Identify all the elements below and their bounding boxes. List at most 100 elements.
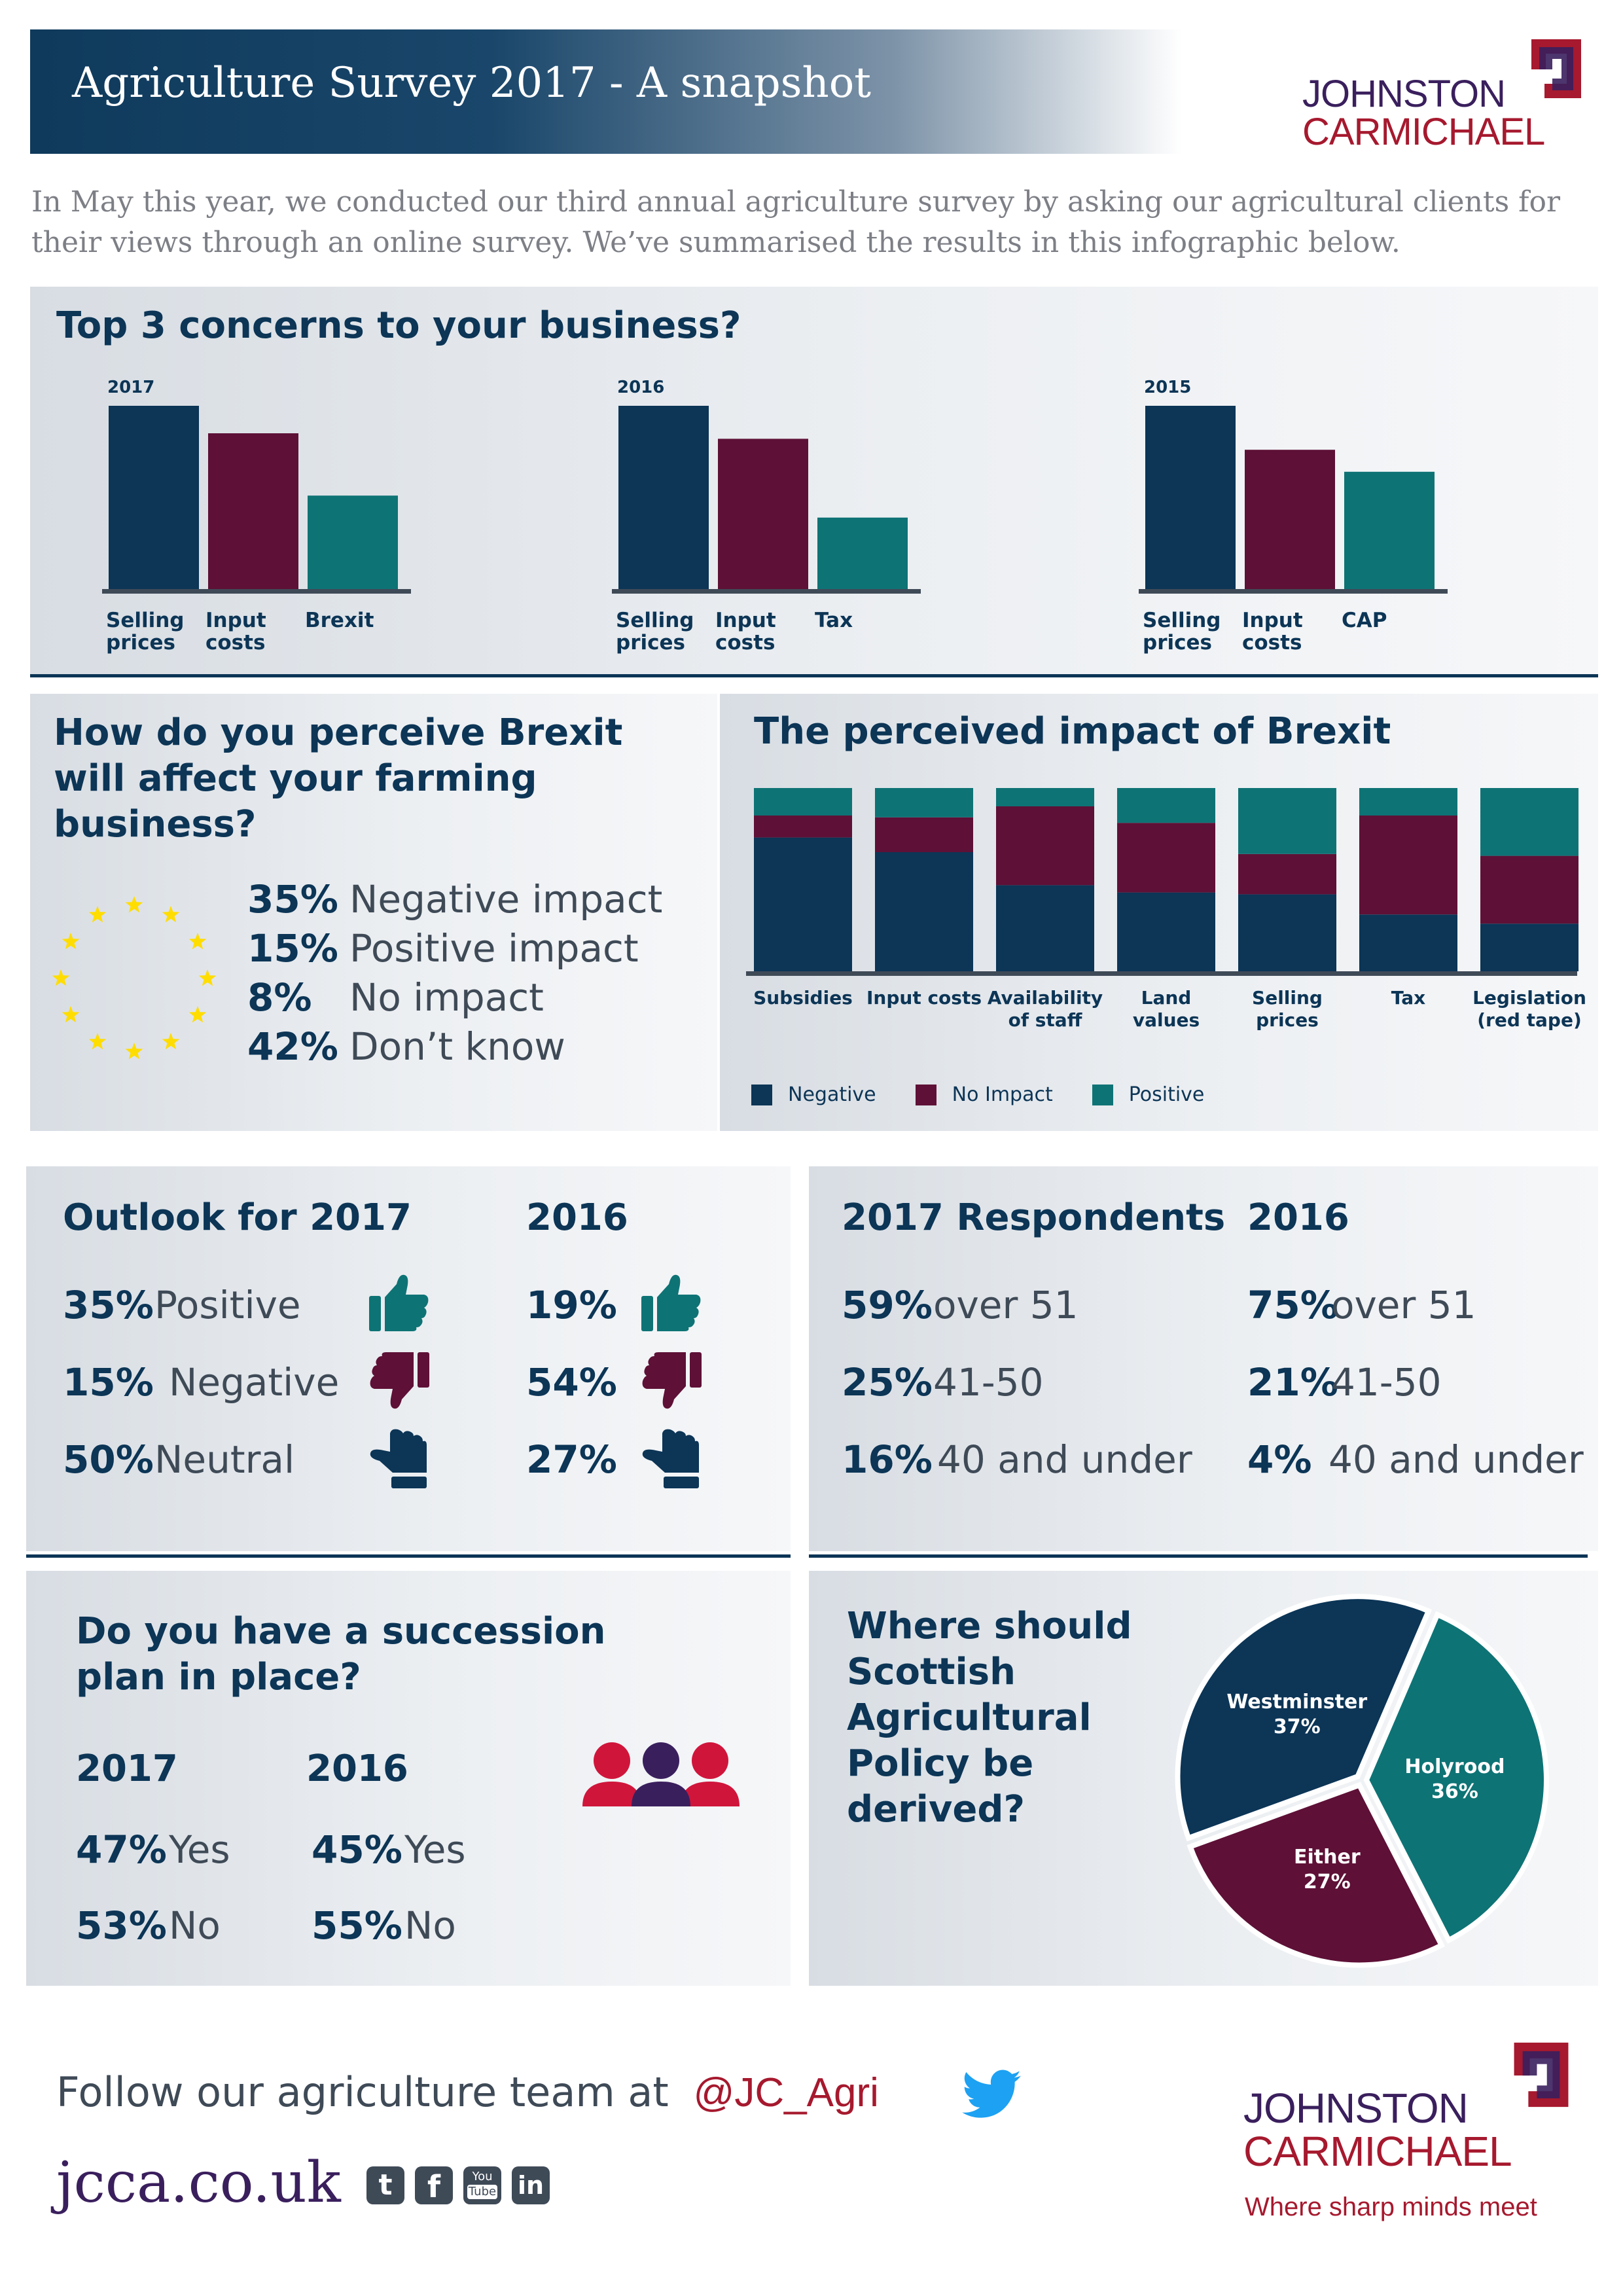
brexit-impact-segment xyxy=(1238,788,1336,854)
brexit-perception-pct: 42% xyxy=(247,1024,338,1069)
concerns-category-label: Input costs xyxy=(205,609,266,655)
twitter-handle-link[interactable]: @JC_Agri xyxy=(693,2070,879,2115)
eu-star-icon xyxy=(198,969,217,986)
youtube-tube-text: Tube xyxy=(467,2185,497,2199)
brexit-impact-baseline xyxy=(746,971,1577,976)
pie-slice-label: Either xyxy=(1294,1846,1361,1869)
brexit-impact-category-label: Land values xyxy=(1133,987,1200,1031)
thumbs-down-icon xyxy=(366,1347,432,1415)
brexit-impact-segment xyxy=(754,837,852,971)
footer-tagline: Where sharp minds meet xyxy=(1245,2193,1537,2221)
outlook-2017-pct: 50% xyxy=(63,1437,154,1482)
facebook-icon[interactable]: f xyxy=(415,2166,453,2204)
brexit-impact-segment xyxy=(1117,892,1215,971)
brexit-perception-label: No impact xyxy=(349,975,544,1020)
logo-text-johnston: JOHNSTON xyxy=(1302,73,1506,115)
respondents-2016-label: 41-50 xyxy=(1331,1360,1442,1405)
brexit-impact-segment xyxy=(1480,855,1578,924)
concerns-baseline xyxy=(102,589,411,594)
brexit-perception-panel xyxy=(30,694,717,1131)
brexit-perception-title: How do you perceive Brexit will affect y… xyxy=(54,711,623,846)
outlook-title-2017: Outlook for 2017 xyxy=(63,1196,412,1239)
brexit-impact-chart: Subsidies Input costs Availability of staff… xyxy=(746,788,1586,1031)
outlook-2017-pct: 35% xyxy=(63,1283,154,1327)
eu-star-icon xyxy=(88,1032,107,1050)
concerns-bar xyxy=(308,495,398,589)
succession-2016-label: Yes xyxy=(404,1827,466,1872)
brexit-impact-category-label: Input costs xyxy=(866,987,982,1009)
thumbs-up-icon xyxy=(641,1274,701,1331)
succession-2017-label: No xyxy=(169,1903,221,1948)
eu-star-icon xyxy=(62,1006,80,1023)
brexit-impact-segment xyxy=(1238,853,1336,895)
eu-star-icon xyxy=(162,1032,180,1050)
concerns-bar xyxy=(817,517,908,589)
thumbs-up-icon xyxy=(366,1270,432,1338)
succession-year-2017: 2017 xyxy=(76,1748,178,1790)
page-title: Agriculture Survey 2017 - A snapshot xyxy=(72,59,871,107)
concerns-category-label: Selling prices xyxy=(616,609,694,655)
respondents-2016-pct: 21% xyxy=(1247,1360,1338,1405)
succession-2016-pct: 55% xyxy=(312,1903,402,1948)
brexit-perception-pct: 35% xyxy=(247,877,338,922)
brand-logo: JOHNSTON CARMICHAEL xyxy=(1302,33,1590,157)
brexit-impact-category-label: Availability of staff xyxy=(988,987,1103,1031)
brexit-impact-segment xyxy=(875,852,973,971)
thumbs-sideways-icon xyxy=(642,1429,699,1488)
concerns-category-label: Selling prices xyxy=(106,609,185,655)
concerns-baseline xyxy=(612,589,921,594)
thumbs-up-icon xyxy=(369,1274,429,1331)
concerns-bar xyxy=(1245,450,1335,589)
eu-star-icon xyxy=(188,933,207,950)
brexit-impact-segment xyxy=(1117,788,1215,823)
succession-2017-pct: 47% xyxy=(76,1827,167,1872)
respondents-2017-pct: 25% xyxy=(842,1360,933,1405)
logo-mark-icon xyxy=(1531,39,1581,98)
respondents-2017-pct: 16% xyxy=(842,1437,933,1482)
respondents-2016-label: over 51 xyxy=(1331,1283,1476,1327)
twitter-icon[interactable]: t xyxy=(366,2166,404,2204)
concerns-bar xyxy=(1344,471,1435,589)
eu-stars-icon xyxy=(52,896,217,1060)
eu-star-icon xyxy=(125,1043,143,1060)
respondents-title-2017: 2017 Respondents xyxy=(842,1196,1226,1239)
brexit-perception-pct: 8% xyxy=(247,975,312,1020)
brexit-impact-segment xyxy=(875,788,973,817)
linkedin-icon[interactable]: in xyxy=(512,2166,550,2204)
brexit-impact-segment xyxy=(875,817,973,852)
outlook-label: Negative xyxy=(169,1360,340,1405)
concerns-bar xyxy=(1145,406,1236,589)
intro-text: In May this year, we conducted our third… xyxy=(31,185,1560,259)
outlook-2017-pct: 15% xyxy=(63,1360,154,1405)
website-link[interactable]: jcca.co.uk xyxy=(56,2150,341,2215)
brexit-impact-segment xyxy=(1238,894,1336,971)
brexit-impact-category-label: Subsidies xyxy=(753,987,853,1009)
brexit-impact-segment xyxy=(754,788,852,816)
pie-slice xyxy=(1175,1594,1433,1842)
concerns-year-label: 2017 xyxy=(107,378,154,397)
concerns-category-label: Input costs xyxy=(715,609,776,655)
youtube-icon[interactable]: You Tube xyxy=(463,2166,501,2204)
succession-year-2016: 2016 xyxy=(306,1748,408,1790)
eu-star-icon xyxy=(188,1006,207,1023)
legend-label: No Impact xyxy=(952,1083,1053,1106)
brexit-impact-segment xyxy=(1117,823,1215,893)
respondents-2017-label: 40 and under xyxy=(937,1437,1192,1482)
brexit-perception-label: Don’t know xyxy=(349,1024,565,1069)
twitter-bird-icon[interactable] xyxy=(962,2068,1021,2121)
legend-swatch xyxy=(1092,1084,1113,1105)
concerns-category-label: Input costs xyxy=(1242,609,1303,655)
brexit-impact-category-label: Legislation (red tape) xyxy=(1472,987,1586,1031)
pie-slice xyxy=(1363,1611,1549,1944)
eu-star-icon xyxy=(62,933,80,950)
respondents-divider xyxy=(809,1554,1588,1558)
pie-slice-label: Holyrood xyxy=(1404,1755,1505,1778)
outlook-title-2016: 2016 xyxy=(526,1196,628,1239)
concerns-category-label: Brexit xyxy=(305,609,374,632)
concerns-baseline xyxy=(1139,589,1448,594)
footer-logo-johnston: JOHNSTON xyxy=(1243,2085,1469,2132)
thumbs-down-icon xyxy=(642,1352,702,1409)
respondents-panel xyxy=(809,1166,1598,1551)
eu-star-icon xyxy=(88,906,107,923)
respondents-2017-pct: 59% xyxy=(842,1283,933,1327)
